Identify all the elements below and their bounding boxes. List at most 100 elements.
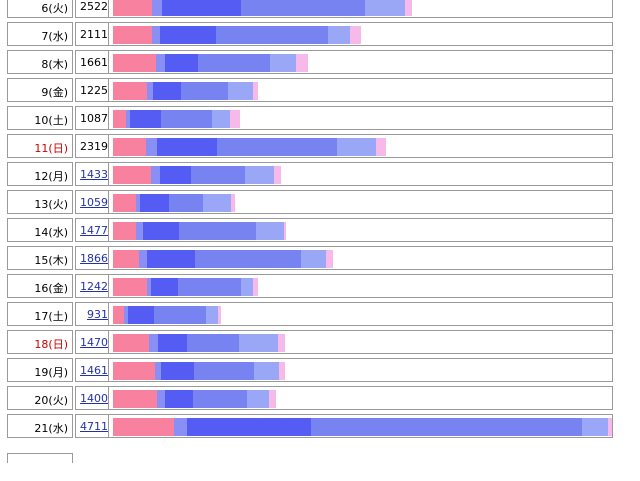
count-link[interactable]: 1059 [80,196,108,209]
bar-segment-1 [113,0,152,16]
bar-segment-3 [161,362,194,380]
bar-segment-2 [152,26,160,44]
table-row: 14(水) 1477 [7,218,613,246]
bar-segment-5 [247,390,269,408]
count-cell: 2319 [75,134,113,158]
date-cell: 18(日) [7,330,73,354]
bar-segment-3 [162,0,241,16]
count-cell: 1242 [75,274,113,298]
count-link[interactable]: 1866 [80,252,108,265]
date-label: 20(火) [34,394,68,407]
bar-segment-6 [218,306,221,324]
bar-segment-1 [113,82,147,100]
count-link[interactable]: 1242 [80,280,108,293]
date-label: 13(火) [34,198,68,211]
bar-cell [108,106,613,130]
bar-segment-5 [228,82,253,100]
bar-segment-2 [136,222,143,240]
bar-segment-2 [157,390,165,408]
table-row: 18(日) 1470 [7,330,613,358]
count-link[interactable]: 4711 [80,420,108,433]
bar-segment-4 [194,362,254,380]
date-label: 9(金) [41,86,68,99]
bar-segment-1 [113,166,151,184]
bar-segment-4 [195,250,301,268]
bar-segment-1 [113,194,136,212]
table-row: 21(水) 4711 [7,414,613,442]
table-row: 12(月) 1433 [7,162,613,190]
bar-cell [108,50,613,74]
bar-cell [108,134,613,158]
count-link[interactable]: 1400 [80,392,108,405]
bar-segment-6 [608,418,612,436]
bar-cell [108,358,613,382]
table-row: 9(金) 1225 [7,78,613,106]
bar-segment-6 [230,110,240,128]
count-link[interactable]: 1433 [80,168,108,181]
count-cell: 1470 [75,330,113,354]
bar-segment-3 [151,278,178,296]
table-row: 17(土) 931 [7,302,613,330]
table-row: 16(金) 1242 [7,274,613,302]
bar-segment-1 [113,390,157,408]
date-cell: 15(木) [7,246,73,270]
date-cell: 8(木) [7,50,73,74]
bar-segment-3 [128,306,154,324]
bar-segment-2 [152,0,162,16]
date-label: 14(水) [34,226,68,239]
bar-segment-3 [157,138,217,156]
bar-segment-2 [139,250,147,268]
count-link[interactable]: 1477 [80,224,108,237]
bar-segment-4 [216,26,328,44]
bar-segment-4 [241,0,365,16]
bar-segment-2 [147,278,151,296]
date-cell: 17(土) [7,302,73,326]
count-cell: 4711 [75,414,113,438]
bar-segment-5 [337,138,376,156]
count-link[interactable]: 1461 [80,364,108,377]
date-label: 18(日) [34,338,68,351]
date-label: 10(土) [34,114,68,127]
table-row: 19(月) 1461 [7,358,613,386]
bar-segment-4 [198,54,270,72]
date-cell [7,453,73,463]
bar-segment-4 [193,390,247,408]
table-row: 15(木) 1866 [7,246,613,274]
date-cell: 21(水) [7,414,73,438]
date-label: 6(火) [41,2,68,15]
bar-segment-5 [239,334,278,352]
bar-segment-4 [179,222,256,240]
bar-segment-3 [140,194,169,212]
bar-cell [108,218,613,242]
bar-segment-4 [169,194,203,212]
bar-segment-5 [270,54,296,72]
date-cell: 14(水) [7,218,73,242]
bar-segment-2 [147,82,153,100]
bar-segment-6 [405,0,412,16]
bar-segment-3 [158,334,187,352]
date-label: 12(月) [34,170,68,183]
bar-segment-6 [269,390,276,408]
bar-cell [108,22,613,46]
count-value: 1661 [80,56,108,69]
bar-segment-6 [326,250,333,268]
table-row: 10(土) 1087 [7,106,613,134]
bar-segment-5 [212,110,230,128]
date-label: 17(土) [34,310,68,323]
count-cell: 1059 [75,190,113,214]
bar-segment-5 [203,194,231,212]
bar-segment-2 [146,138,157,156]
date-cell: 9(金) [7,78,73,102]
bar-segment-4 [217,138,337,156]
date-label: 19(月) [34,366,68,379]
bar-segment-2 [136,194,140,212]
count-value: 1225 [80,84,108,97]
bar-segment-3 [147,250,195,268]
date-cell: 11(日) [7,134,73,158]
bar-cell [108,162,613,186]
bar-segment-6 [253,278,258,296]
count-value: 2522 [80,0,108,13]
count-link[interactable]: 1470 [80,336,108,349]
count-link[interactable]: 931 [87,308,108,321]
bar-cell [108,274,613,298]
